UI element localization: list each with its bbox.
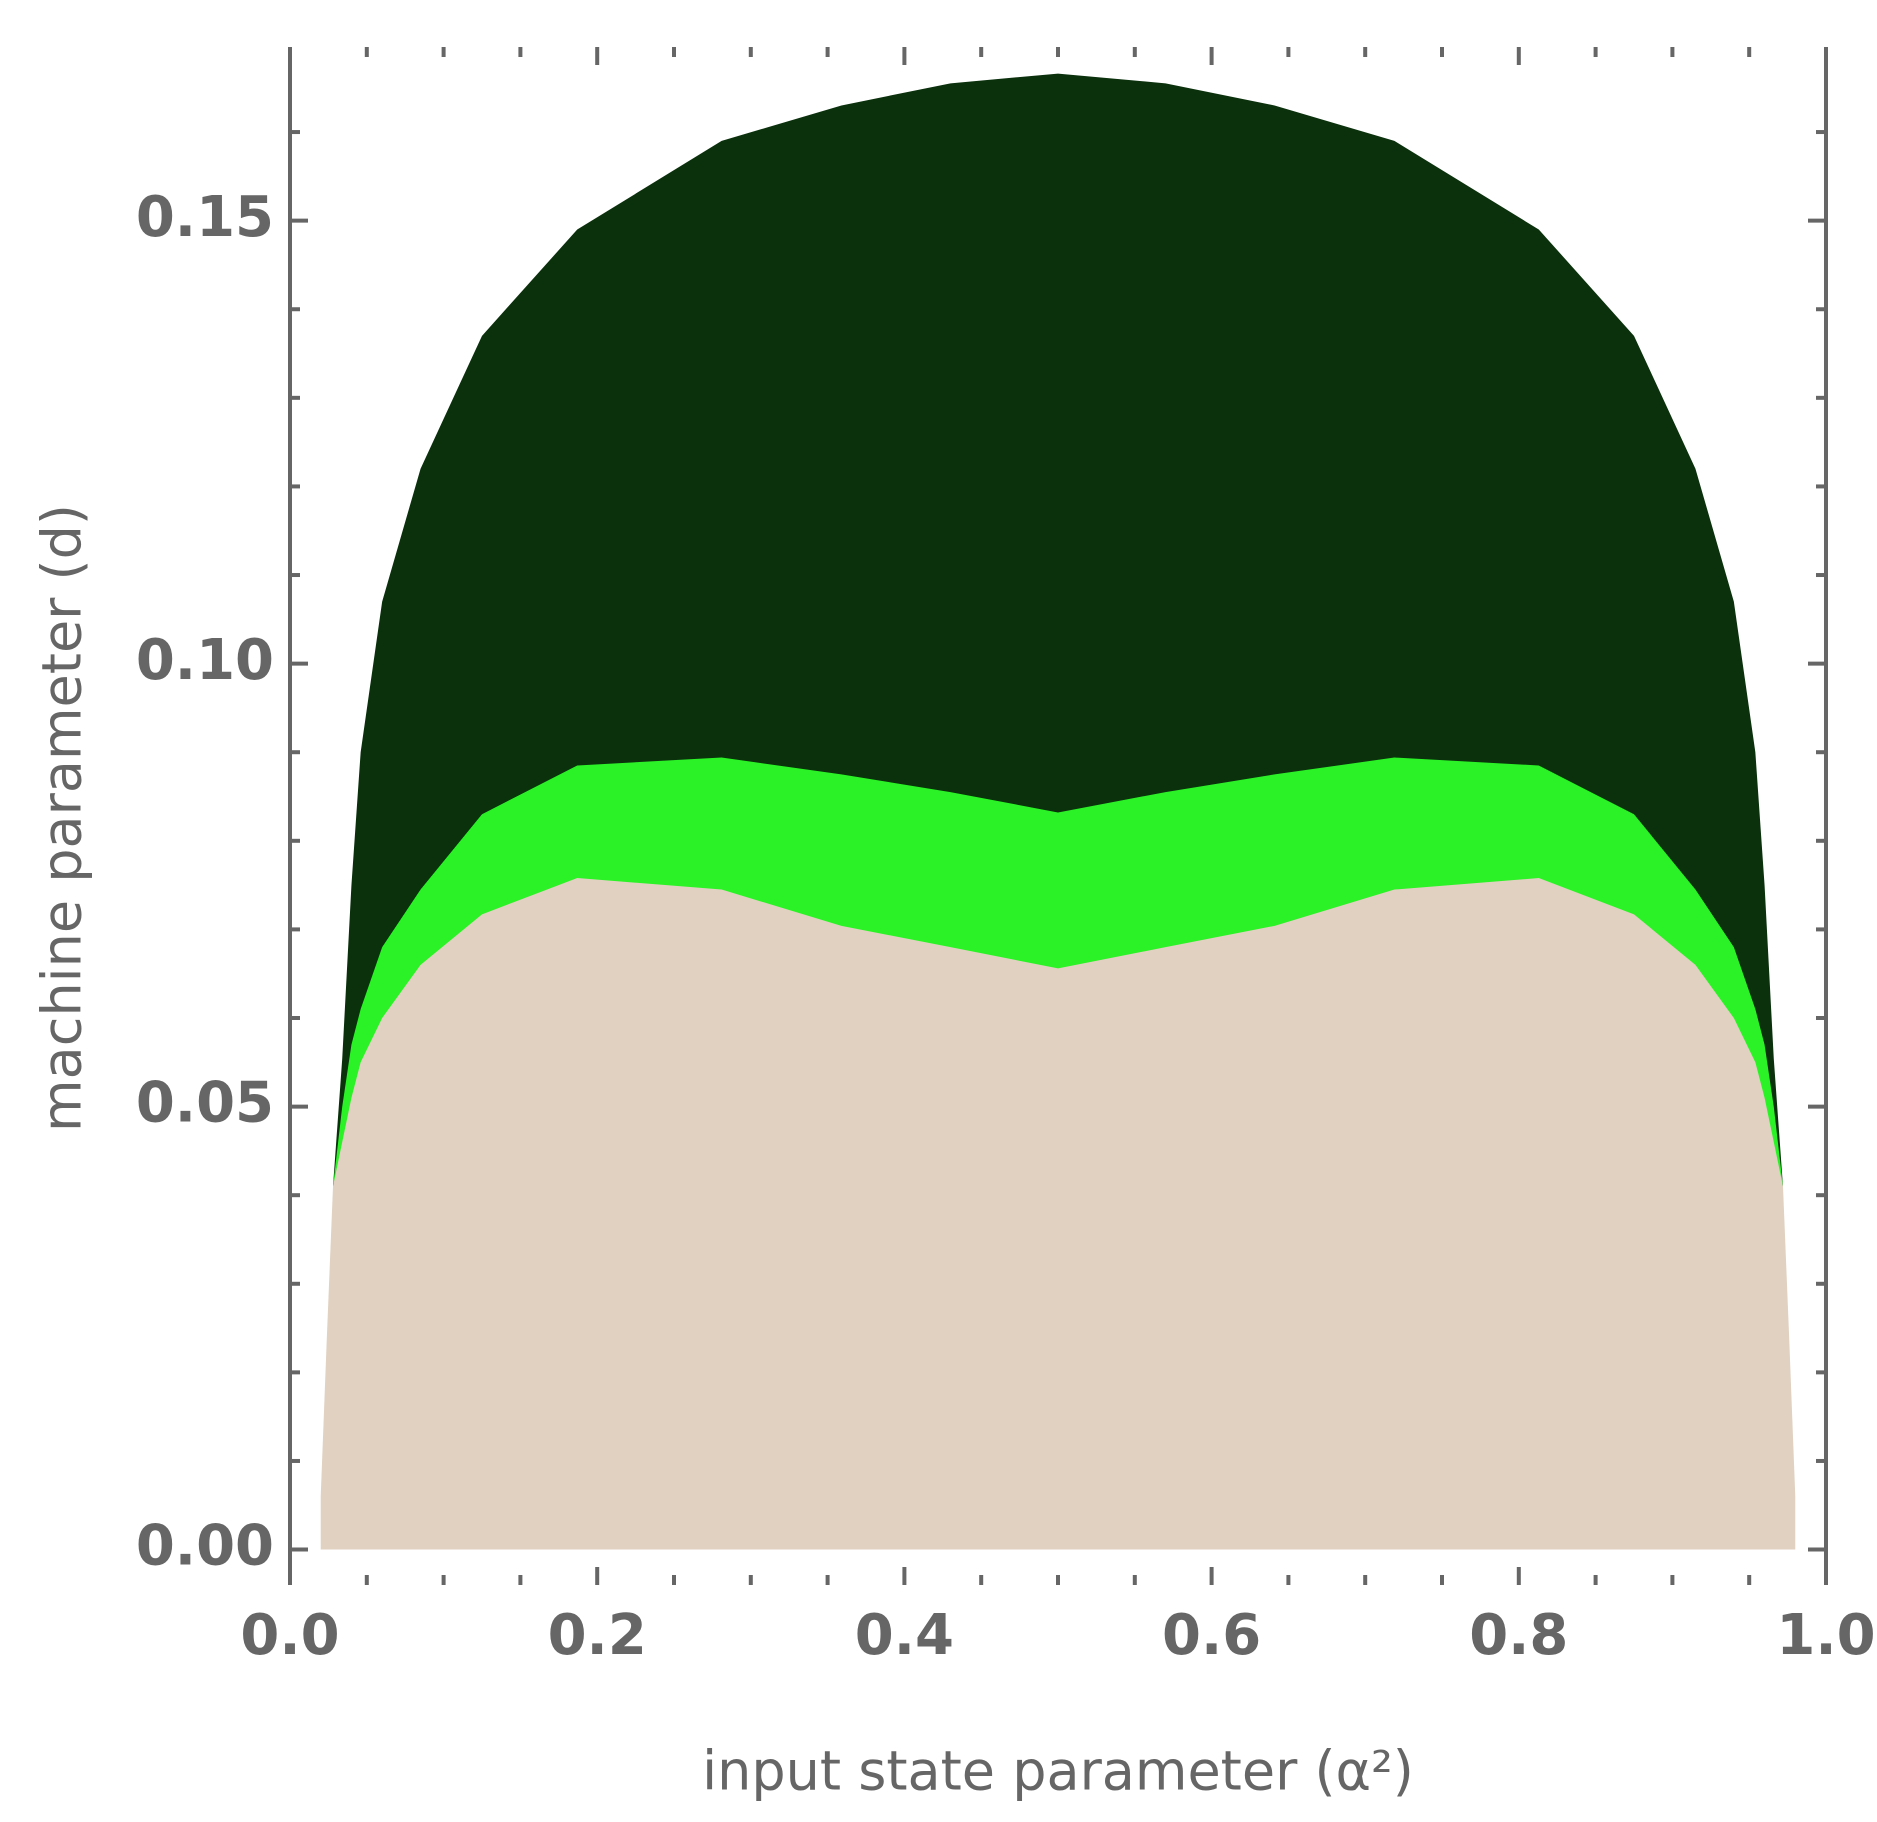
y-axis-label: machine parameter (d) — [31, 504, 94, 1132]
y-tick-label: 0.05 — [136, 1071, 274, 1136]
x-axis-label: input state parameter (α²) — [702, 1740, 1414, 1803]
y-tick-label: 0.15 — [136, 185, 274, 250]
x-tick-label: 0.4 — [855, 1603, 954, 1668]
y-tick-label: 0.00 — [136, 1514, 274, 1579]
x-tick-label: 0.8 — [1469, 1603, 1568, 1668]
x-tick-label: 0.2 — [548, 1603, 647, 1668]
x-tick-label: 0.6 — [1162, 1603, 1261, 1668]
area — [320, 878, 1796, 1550]
x-tick-label: 0.0 — [240, 1603, 339, 1668]
y-tick-label: 0.10 — [136, 628, 274, 693]
x-tick-label: 1.0 — [1776, 1603, 1875, 1668]
